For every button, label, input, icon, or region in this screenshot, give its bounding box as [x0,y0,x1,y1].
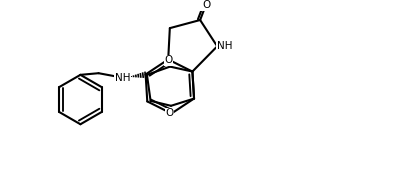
Text: NH: NH [115,73,130,83]
Text: O: O [164,55,172,65]
Text: O: O [202,0,210,10]
Text: NH: NH [217,41,232,51]
Text: O: O [165,108,174,118]
